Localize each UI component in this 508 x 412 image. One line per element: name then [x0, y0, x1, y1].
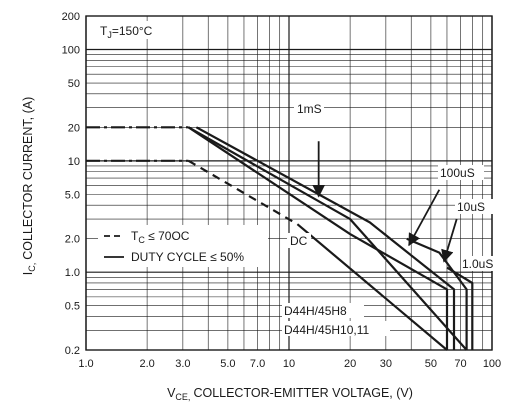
plot-frame [85, 15, 493, 351]
tj-label-bg [97, 21, 169, 39]
label-100us: 100uS [440, 166, 475, 180]
arrow-10us [441, 218, 458, 263]
curve-one_us [446, 266, 474, 350]
tick-labels: 1.0 2.0 3.0 5.0 7.0 10 20 30 50 70 100 0.2 0.5 1.0 2.0… [62, 11, 502, 370]
x-tick-label: 2.0 [139, 358, 154, 370]
legend-tc: TC ≤ 70OC [131, 229, 190, 245]
soa-curves [86, 126, 474, 351]
label-bg-h1011 [282, 321, 390, 336]
label-bg-10us [455, 199, 493, 214]
label-1us: 1.0uS [462, 257, 493, 271]
x-tick-label: 70 [454, 358, 466, 370]
label-dc: DC [290, 234, 308, 248]
x-tick-label: 5.0 [220, 358, 235, 370]
curve-dc_h8_solid [296, 223, 448, 351]
label-bg-1us [461, 256, 499, 271]
label-bg-1ms [294, 101, 324, 116]
curve-dc_h8_tc [187, 159, 298, 226]
x-tick-label: 7.0 [250, 358, 265, 370]
y-tick-label: 0.5 [65, 301, 80, 313]
y-tick-label: 2.0 [65, 234, 80, 246]
curve-hundred_us [195, 126, 456, 350]
label-d44h8: D44H/45H8 [284, 304, 347, 318]
curve-dc_h1011_solid [187, 126, 468, 351]
y-tick-label: 20 [68, 122, 80, 134]
label-d44h1011: D44H/45H10,11 [284, 323, 369, 337]
label-bg-h8 [282, 303, 364, 318]
x-tick-label: 30 [380, 358, 392, 370]
tj-condition: TJ=150°C [100, 24, 153, 40]
x-tick-label: 10 [283, 358, 295, 370]
x-tick-label: 3.0 [175, 358, 190, 370]
y-tick-label: 1.0 [65, 267, 80, 279]
x-tick-label: 1.0 [78, 358, 93, 370]
x-tick-label: 50 [425, 358, 437, 370]
y-tick-label: 10 [68, 156, 80, 168]
label-bg-dc [287, 233, 311, 248]
annotation-arrows [312, 141, 458, 263]
y-tick-label: 100 [62, 45, 80, 57]
label-1ms: 1mS [297, 102, 322, 116]
x-axis-title: VCE, COLLECTOR-EMITTER VOLTAGE, (V) [167, 386, 413, 402]
x-tick-label: 100 [483, 358, 501, 370]
arrow-100us [408, 189, 441, 247]
legend-duty: DUTY CYCLE ≤ 50% [131, 250, 244, 264]
label-bg-100us [438, 165, 484, 180]
y-axis-title: IC,COLLECTOR CURRENT, (A) [21, 97, 37, 275]
curve-one_ms [187, 126, 449, 350]
y-tick-label: 5.0 [65, 189, 80, 201]
y-tick-label: 50 [68, 78, 80, 90]
x-tick-label: 20 [344, 358, 356, 370]
legend-box [98, 225, 268, 267]
y-tick-label: 200 [62, 11, 80, 23]
label-10us: 10uS [457, 200, 485, 214]
y-tick-label: 0.2 [65, 345, 80, 357]
grid [85, 15, 493, 351]
